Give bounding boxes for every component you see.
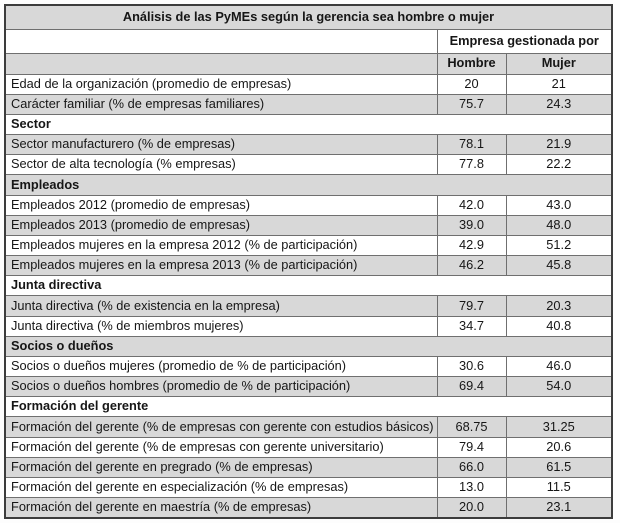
pymes-analysis-table: Análisis de las PyMEs según la gerencia …: [4, 4, 614, 519]
row-label: Sector de alta tecnología (% empresas): [4, 154, 438, 176]
hombre-value: 46.2: [436, 255, 507, 277]
table-body: Edad de la organización (promedio de emp…: [4, 73, 613, 519]
hombre-value: 20: [436, 73, 507, 95]
section-header-row: Formación del gerente: [4, 396, 613, 418]
row-label: Formación del gerente en pregrado (% de …: [4, 456, 438, 478]
hombre-value: 79.7: [436, 295, 507, 317]
table-row: Junta directiva (% de miembros mujeres) 3…: [4, 315, 613, 337]
section-label: Empleados: [4, 174, 613, 196]
table-title-row: Análisis de las PyMEs según la gerencia …: [4, 4, 613, 30]
row-label: Sector manufacturero (% de empresas): [4, 134, 438, 156]
table-row: Edad de la organización (promedio de emp…: [4, 73, 613, 95]
mujer-value: 40.8: [505, 315, 613, 337]
column-group-header: Empresa gestionada por: [436, 28, 613, 54]
mujer-value: 54.0: [505, 376, 613, 398]
row-label: Formación del gerente en maestría (% de …: [4, 497, 438, 519]
table-row: Socios o dueños hombres (promedio de % d…: [4, 376, 613, 398]
table-row: Sector manufacturero (% de empresas) 78.1…: [4, 134, 613, 156]
row-label: Socios o dueños mujeres (promedio de % d…: [4, 355, 438, 378]
table-row: Formación del gerente en pregrado (% de …: [4, 456, 613, 478]
row-label: Empleados 2012 (promedio de empresas): [4, 194, 438, 216]
mujer-value: 20.3: [505, 295, 613, 317]
row-label: Empleados mujeres en la empresa 2012 (% …: [4, 234, 438, 257]
mujer-value: 21: [505, 73, 613, 95]
blank-cell: [4, 52, 438, 75]
section-label: Formación del gerente: [4, 396, 613, 418]
row-label: Edad de la organización (promedio de emp…: [4, 73, 438, 95]
table-row: Formación del gerente en maestría (% de …: [4, 497, 613, 519]
hombre-value: 78.1: [436, 134, 507, 156]
table-title: Análisis de las PyMEs según la gerencia …: [4, 4, 613, 30]
hombre-value: 68.75: [436, 416, 507, 438]
mujer-value: 46.0: [505, 355, 613, 378]
hombre-value: 69.4: [436, 376, 507, 398]
table-row: Socios o dueños mujeres (promedio de % d…: [4, 355, 613, 378]
column-group-row: Empresa gestionada por: [4, 28, 613, 54]
hombre-value: 66.0: [436, 456, 507, 478]
row-label: Junta directiva (% de miembros mujeres): [4, 315, 438, 337]
row-label: Formación del gerente en especialización…: [4, 476, 438, 499]
section-label: Socios o dueños: [4, 335, 613, 357]
hombre-value: 79.4: [436, 436, 507, 458]
mujer-value: 23.1: [505, 497, 613, 519]
table-row: Carácter familiar (% de empresas familia…: [4, 93, 613, 115]
mujer-value: 45.8: [505, 255, 613, 277]
hombre-value: 39.0: [436, 214, 507, 236]
mujer-value: 61.5: [505, 456, 613, 478]
table-row: Formación del gerente en especialización…: [4, 476, 613, 499]
mujer-value: 20.6: [505, 436, 613, 458]
column-header-row: Hombre Mujer: [4, 52, 613, 75]
table-row: Junta directiva (% de existencia en la e…: [4, 295, 613, 317]
hombre-value: 30.6: [436, 355, 507, 378]
mujer-value: 24.3: [505, 93, 613, 115]
row-label: Formación del gerente (% de empresas con…: [4, 436, 438, 458]
table-row: Empleados mujeres en la empresa 2013 (% …: [4, 255, 613, 277]
mujer-value: 21.9: [505, 134, 613, 156]
mujer-value: 43.0: [505, 194, 613, 216]
table-row: Empleados 2013 (promedio de empresas) 39.…: [4, 214, 613, 236]
section-header-row: Junta directiva: [4, 275, 613, 297]
mujer-value: 22.2: [505, 154, 613, 176]
hombre-value: 34.7: [436, 315, 507, 337]
table-head: Análisis de las PyMEs según la gerencia …: [4, 4, 613, 75]
mujer-value: 31.25: [505, 416, 613, 438]
column-header-mujer: Mujer: [505, 52, 613, 75]
row-label: Formación del gerente (% de empresas con…: [4, 416, 438, 438]
hombre-value: 42.9: [436, 234, 507, 257]
table-row: Sector de alta tecnología (% empresas) 77…: [4, 154, 613, 176]
hombre-value: 75.7: [436, 93, 507, 115]
section-label: Junta directiva: [4, 275, 613, 297]
column-header-hombre: Hombre: [436, 52, 507, 75]
mujer-value: 48.0: [505, 214, 613, 236]
mujer-value: 11.5: [505, 476, 613, 499]
table-row: Empleados 2012 (promedio de empresas) 42.…: [4, 194, 613, 216]
row-label: Junta directiva (% de existencia en la e…: [4, 295, 438, 317]
section-header-row: Empleados: [4, 174, 613, 196]
section-header-row: Socios o dueños: [4, 335, 613, 357]
row-label: Socios o dueños hombres (promedio de % d…: [4, 376, 438, 398]
hombre-value: 77.8: [436, 154, 507, 176]
hombre-value: 20.0: [436, 497, 507, 519]
table-row: Formación del gerente (% de empresas con…: [4, 416, 613, 438]
hombre-value: 13.0: [436, 476, 507, 499]
hombre-value: 42.0: [436, 194, 507, 216]
mujer-value: 51.2: [505, 234, 613, 257]
row-label: Empleados mujeres en la empresa 2013 (% …: [4, 255, 438, 277]
table-row: Empleados mujeres en la empresa 2012 (% …: [4, 234, 613, 257]
section-header-row: Sector: [4, 113, 613, 136]
table-row: Formación del gerente (% de empresas con…: [4, 436, 613, 458]
row-label: Empleados 2013 (promedio de empresas): [4, 214, 438, 236]
blank-cell: [4, 28, 438, 54]
row-label: Carácter familiar (% de empresas familia…: [4, 93, 438, 115]
section-label: Sector: [4, 113, 613, 136]
